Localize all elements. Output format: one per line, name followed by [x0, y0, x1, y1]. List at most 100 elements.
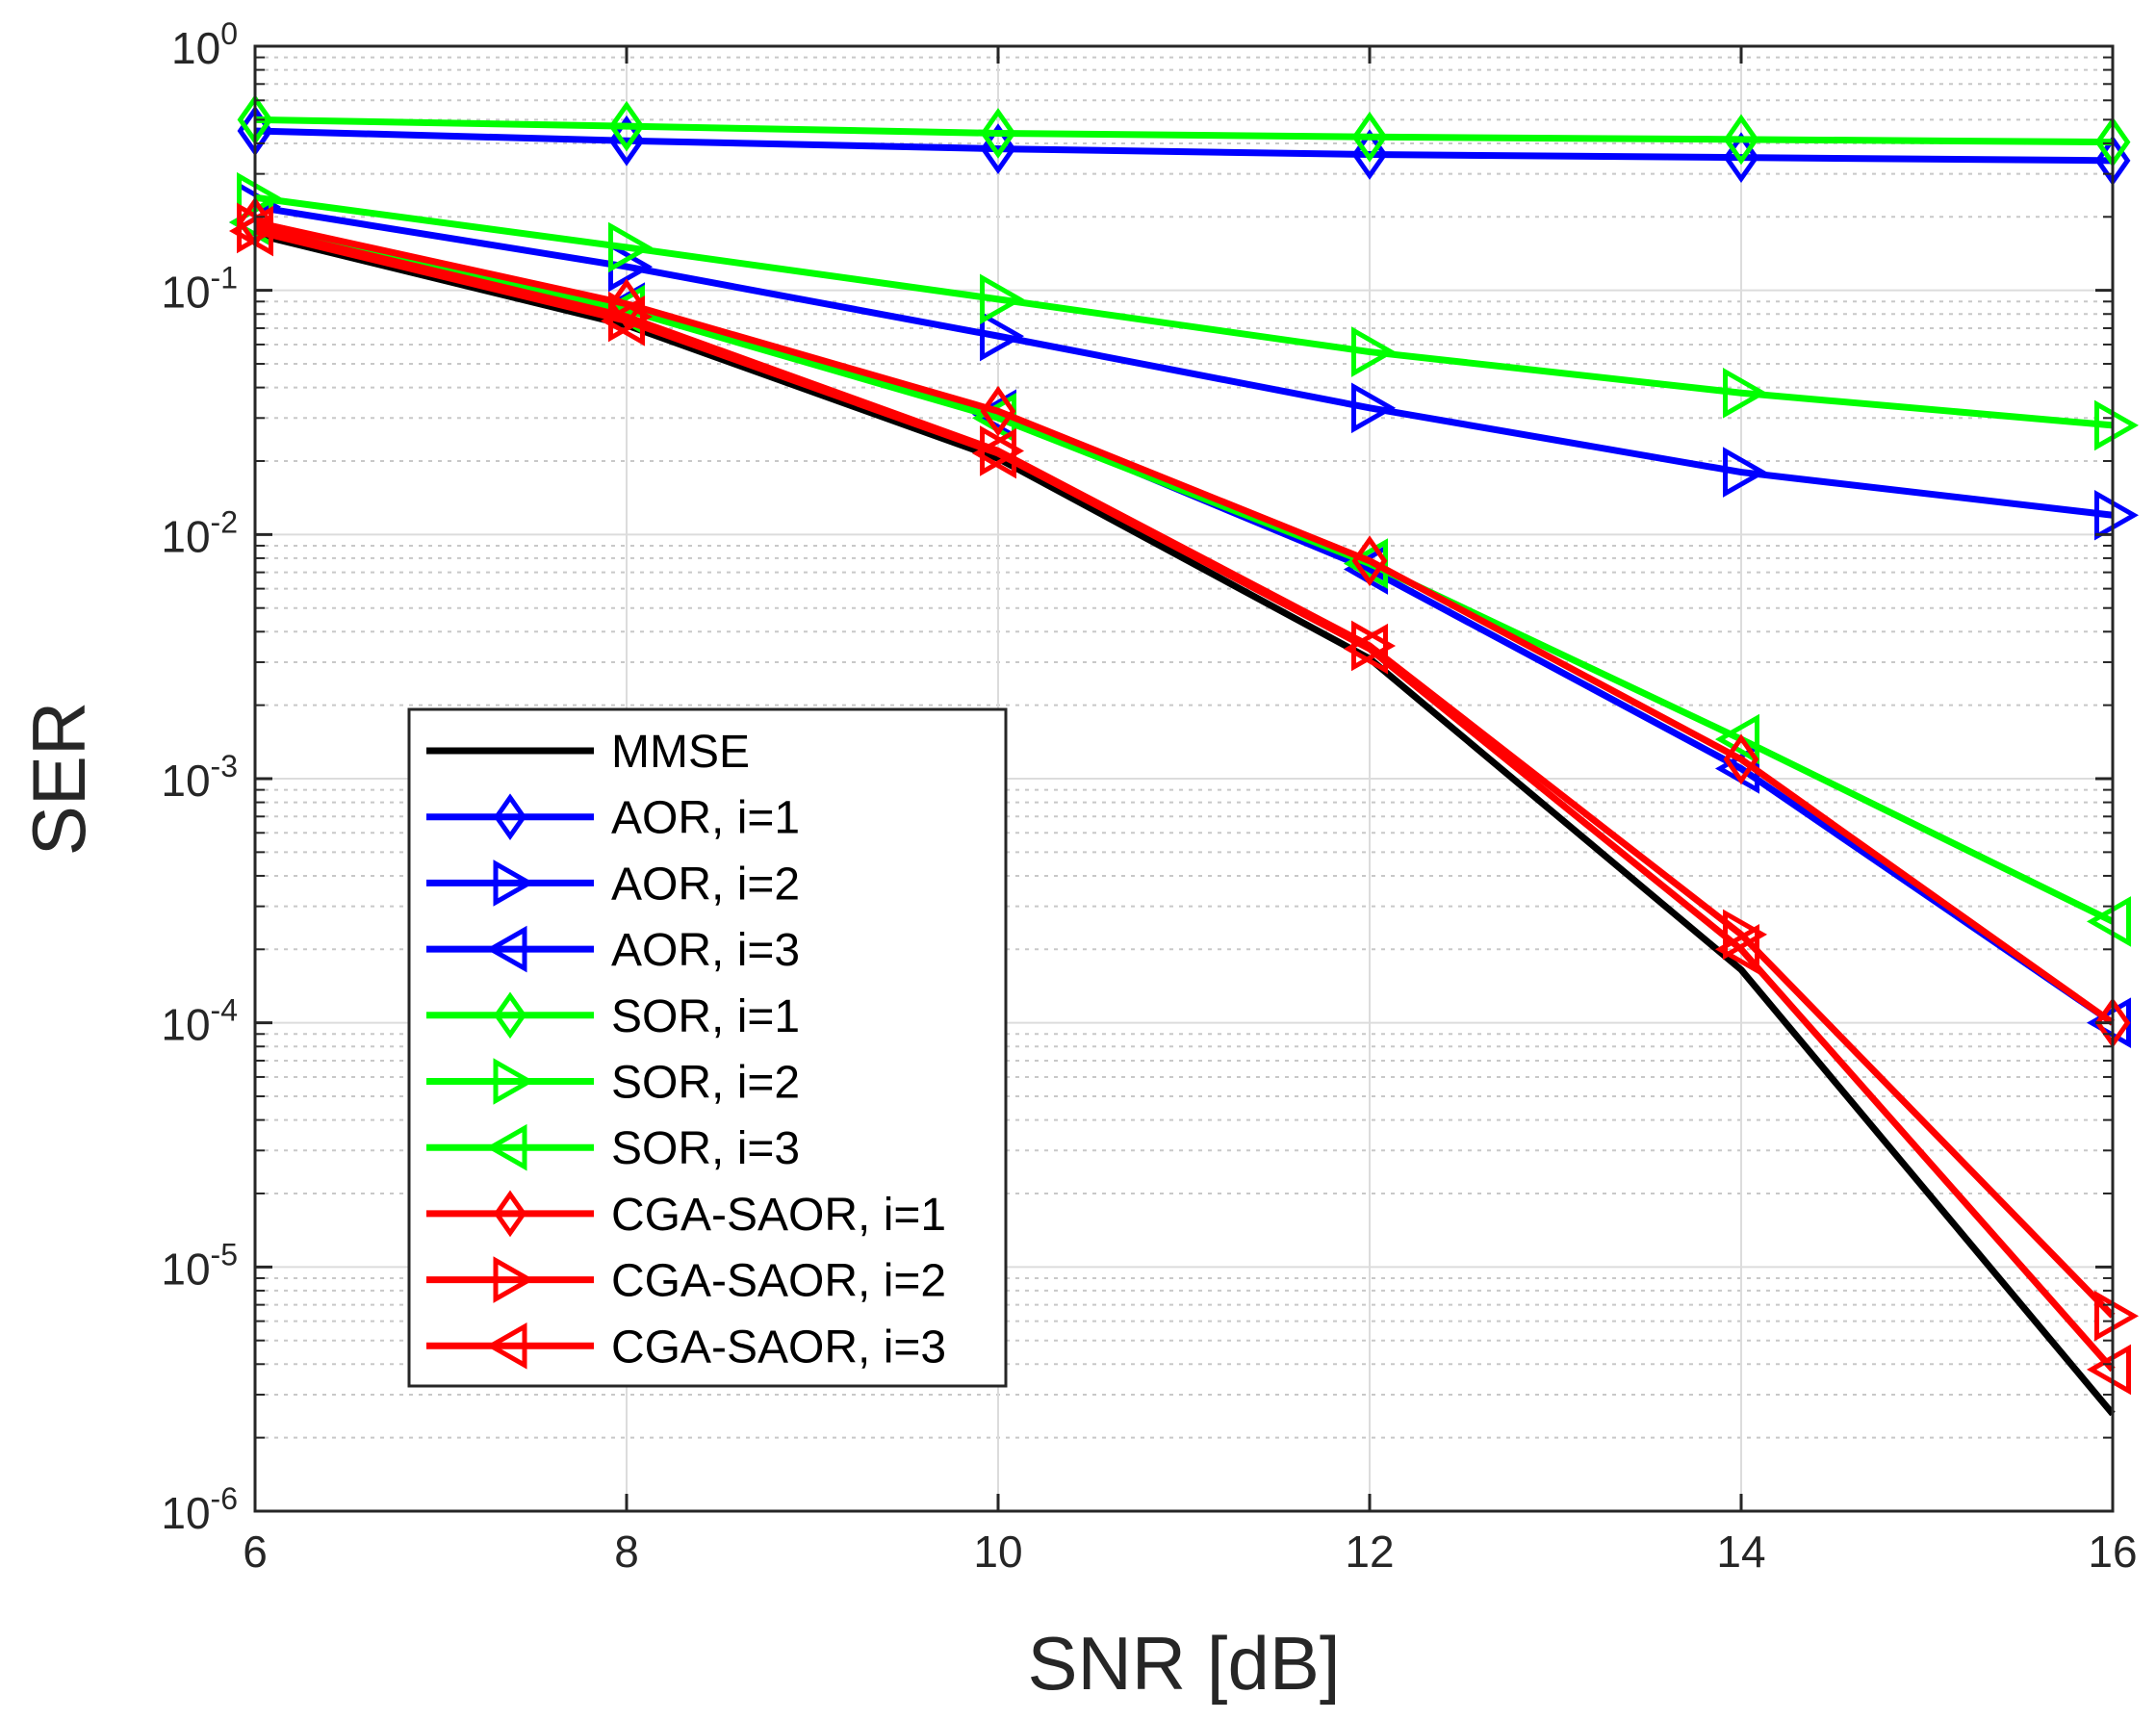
y-tick-label: 10-3	[161, 749, 238, 806]
data-point	[2086, 1344, 2131, 1396]
legend-label: SOR, i=1	[611, 991, 800, 1042]
data-point	[1343, 623, 1388, 675]
data-point	[1714, 713, 1759, 765]
legend-label: CGA-SAOR, i=2	[611, 1256, 946, 1307]
x-tick-labels: 6 8 10 12 14 16	[243, 1527, 2137, 1577]
y-tick-label: 10-1	[161, 261, 238, 318]
data-point	[1351, 111, 1388, 163]
data-point	[2094, 489, 2140, 541]
legend-item: CGA-SAOR, i=2	[426, 1256, 946, 1307]
data-point	[980, 310, 1025, 362]
legend-label: AOR, i=2	[611, 859, 800, 910]
legend-marker	[493, 1256, 535, 1303]
y-tick-base: 10	[161, 1488, 210, 1538]
series-4	[237, 94, 2131, 167]
data-point	[1714, 923, 1759, 975]
legend-marker	[493, 793, 527, 841]
data-point	[1723, 367, 1768, 419]
legend-label: CGA-SAOR, i=1	[611, 1190, 946, 1241]
y-tick-exponent: -2	[211, 504, 238, 539]
legend-item: AOR, i=2	[426, 859, 800, 910]
data-point	[1723, 447, 1768, 498]
legend-marker	[493, 860, 535, 907]
data-point	[2086, 896, 2131, 947]
series-line	[254, 218, 2115, 925]
legend-item: CGA-SAOR, i=1	[426, 1190, 946, 1241]
series-line	[254, 127, 2114, 165]
legend-item: SOR, i=2	[426, 1058, 800, 1109]
y-axis-title: SER	[16, 702, 101, 856]
data-point	[1351, 326, 1397, 377]
y-tick-base: 10	[161, 1000, 210, 1050]
y-tick-label: 10-5	[161, 1237, 238, 1294]
legend-marker	[493, 1190, 527, 1238]
legend-marker	[485, 1322, 527, 1370]
x-axis-title: SNR [dB]	[1027, 1621, 1340, 1706]
legend-item: MMSE	[426, 727, 750, 778]
legend-item: SOR, i=1	[426, 991, 800, 1042]
y-tick-base: 10	[161, 511, 210, 561]
y-tick-exponent: -3	[211, 749, 238, 783]
legend-item: AOR, i=1	[426, 793, 800, 844]
data-point	[980, 385, 1016, 437]
data-point	[600, 295, 645, 347]
data-point	[2094, 399, 2140, 451]
series-line	[254, 116, 2114, 146]
y-tick-exponent: -4	[211, 993, 238, 1028]
y-tick-base: 10	[161, 268, 210, 318]
y-tick-base: 10	[161, 756, 210, 806]
y-tick-exponent: 0	[220, 16, 238, 51]
x-tick-label: 6	[243, 1527, 268, 1577]
legend-label: SOR, i=2	[611, 1058, 800, 1109]
legend-label: MMSE	[611, 727, 750, 778]
data-point	[980, 273, 1025, 325]
x-tick-label: 14	[1716, 1527, 1765, 1577]
series-9	[228, 205, 2131, 1396]
series-layer	[228, 94, 2140, 1417]
legend-item: CGA-SAOR, i=3	[426, 1322, 946, 1373]
x-tick-label: 16	[2088, 1527, 2137, 1577]
data-point	[1351, 382, 1397, 434]
legend-item: AOR, i=3	[426, 925, 800, 976]
x-tick-label: 12	[1345, 1527, 1394, 1577]
legend-marker	[493, 1058, 535, 1105]
data-point	[980, 108, 1016, 159]
legend-item: SOR, i=3	[426, 1123, 800, 1174]
data-point	[228, 205, 273, 257]
y-tick-exponent: -5	[211, 1237, 238, 1271]
x-tick-label: 8	[614, 1527, 639, 1577]
y-tick-label: 100	[171, 16, 238, 73]
y-tick-label: 10-6	[161, 1481, 238, 1538]
data-point	[1351, 535, 1388, 587]
legend-marker	[493, 991, 527, 1040]
series-5	[237, 171, 2140, 451]
y-tick-base: 10	[171, 23, 220, 73]
data-point	[1723, 114, 1759, 166]
series-line	[254, 203, 2114, 519]
y-tick-exponent: -1	[211, 261, 238, 295]
data-point	[608, 100, 645, 152]
legend-label: AOR, i=1	[611, 793, 800, 844]
legend-marker	[485, 925, 527, 973]
legend-label: SOR, i=3	[611, 1123, 800, 1174]
legend-marker	[485, 1123, 527, 1171]
y-tick-exponent: -6	[211, 1481, 238, 1516]
series-line	[254, 193, 2114, 429]
series-0	[254, 230, 2116, 1417]
legend-box	[407, 707, 1008, 1388]
data-point	[1723, 733, 1759, 785]
y-tick-base: 10	[161, 1244, 210, 1294]
data-point	[608, 221, 654, 273]
series-line	[254, 218, 2116, 1026]
y-tick-label: 10-4	[161, 993, 238, 1050]
axis-ticks	[253, 44, 2115, 1513]
data-point	[971, 427, 1016, 479]
legend-label: CGA-SAOR, i=3	[611, 1322, 946, 1373]
data-point	[2094, 1290, 2140, 1342]
series-line	[254, 230, 2116, 1417]
legend-label: AOR, i=3	[611, 925, 800, 976]
x-tick-label: 10	[973, 1527, 1022, 1577]
legend: MMSE AOR, i=1 AOR, i=2 AOR, i=3 SOR, i=1 SOR,…	[407, 707, 1008, 1388]
